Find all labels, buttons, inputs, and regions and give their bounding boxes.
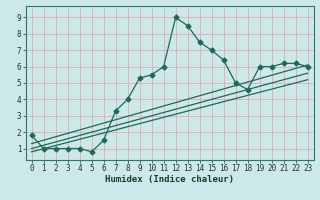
X-axis label: Humidex (Indice chaleur): Humidex (Indice chaleur) xyxy=(105,175,234,184)
